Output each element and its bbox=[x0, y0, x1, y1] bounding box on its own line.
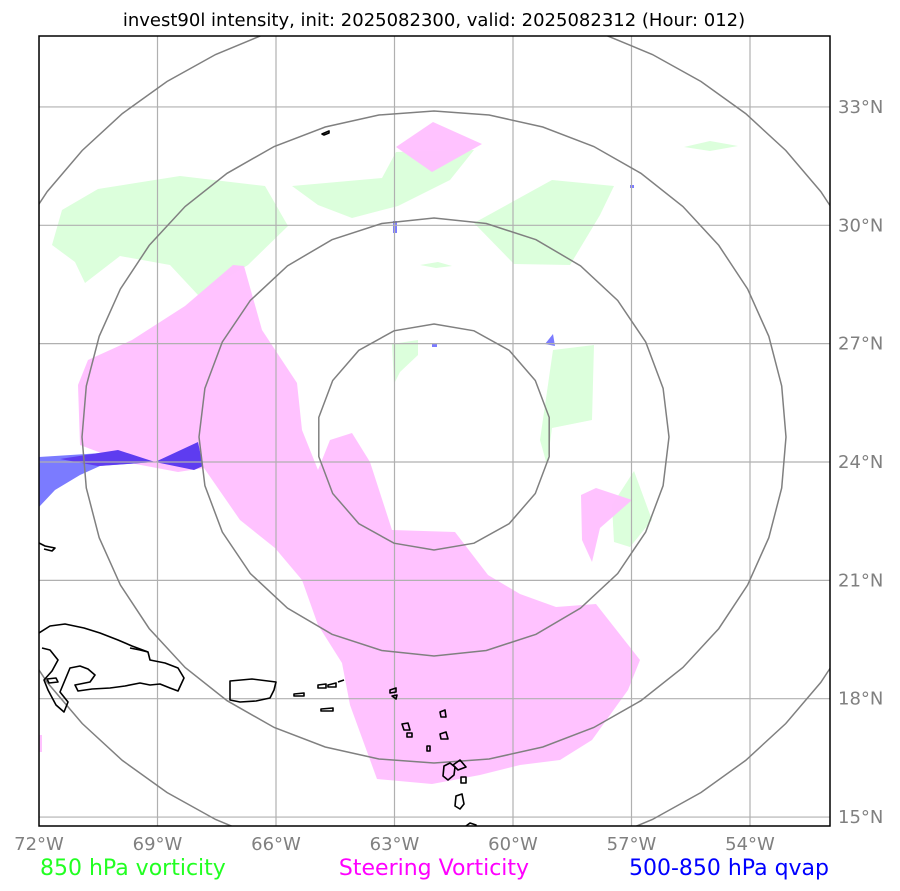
vort850-region-center-north bbox=[392, 340, 418, 384]
x-axis-ticks: 72°W 69°W 66°W 63°W 60°W 57°W 54°W bbox=[14, 834, 775, 855]
coast-hispaniola bbox=[39, 623, 185, 713]
x-tick-label: 66°W bbox=[251, 834, 301, 855]
coast-islet-pr-3 bbox=[327, 682, 337, 688]
range-ring-2 bbox=[198, 217, 670, 657]
x-tick-label: 72°W bbox=[14, 834, 64, 855]
y-tick-label: 33°N bbox=[838, 97, 883, 118]
range-ring-3 bbox=[81, 110, 787, 764]
coast-lesser-antilles-1 bbox=[389, 687, 397, 694]
x-tick-label: 63°W bbox=[370, 834, 420, 855]
coast-lesser-antilles-4 bbox=[401, 722, 411, 731]
legend-steering-vorticity: Steering Vorticity bbox=[339, 856, 529, 881]
legend-850-vorticity: 850 hPa vorticity bbox=[40, 856, 226, 881]
coast-islet-pr-5 bbox=[320, 707, 334, 712]
coast-marie-galante bbox=[460, 776, 467, 784]
x-tick-label: 69°W bbox=[133, 834, 183, 855]
x-tick-label: 54°W bbox=[725, 834, 775, 855]
coast-islet-pr-4 bbox=[337, 679, 345, 683]
y-axis-ticks: 33°N 30°N 27°N 24°N 21°N 18°N 15°N bbox=[838, 97, 883, 828]
vort850-region-east bbox=[540, 345, 594, 465]
coast-puerto-rico bbox=[229, 678, 277, 703]
range-ring-1 bbox=[318, 323, 550, 551]
coast-islet-pr-1 bbox=[293, 692, 305, 697]
vort850-region-far-northeast bbox=[684, 141, 738, 151]
vort850-region-small bbox=[420, 262, 452, 268]
coast-dominica bbox=[454, 793, 465, 810]
qvap-region-dot-2 bbox=[545, 334, 555, 346]
coast-bermuda bbox=[321, 130, 330, 136]
x-tick-label: 60°W bbox=[488, 834, 538, 855]
y-tick-label: 21°N bbox=[838, 570, 883, 591]
range-rings bbox=[39, 36, 830, 826]
y-tick-label: 18°N bbox=[838, 689, 883, 710]
coast-lesser-antilles-7 bbox=[426, 745, 431, 752]
coast-lesser-antilles-5 bbox=[406, 732, 413, 738]
steering-region-east bbox=[581, 488, 632, 562]
coast-martinique bbox=[465, 822, 477, 826]
coast-bahamas-edge bbox=[39, 542, 56, 552]
coast-hispaniola-inlet bbox=[129, 647, 149, 653]
vort850-region-northwest bbox=[52, 176, 288, 295]
coast-islet-hispaniola bbox=[46, 677, 59, 684]
coastlines bbox=[39, 130, 477, 826]
coast-lesser-antilles-3 bbox=[439, 709, 447, 718]
vort850-shading bbox=[52, 141, 738, 547]
map-frame bbox=[38, 35, 831, 827]
x-tick-label: 57°W bbox=[607, 834, 657, 855]
coast-islet-pr-2 bbox=[317, 683, 327, 689]
qvap-region-east-tip bbox=[155, 442, 203, 470]
y-tick-label: 27°N bbox=[838, 334, 883, 355]
y-tick-label: 15°N bbox=[838, 807, 883, 828]
y-tick-label: 24°N bbox=[838, 452, 883, 473]
coast-guadeloupe-2 bbox=[452, 759, 467, 771]
steering-region-north bbox=[396, 122, 482, 172]
vort850-region-northeast bbox=[474, 180, 614, 265]
coast-lesser-antilles-2 bbox=[391, 694, 398, 700]
coast-lesser-antilles-6 bbox=[439, 731, 449, 740]
figure-title: invest90l intensity, init: 2025082300, v… bbox=[123, 10, 745, 31]
legend-qvap: 500-850 hPa qvap bbox=[629, 856, 829, 881]
qvap-region-west bbox=[39, 452, 155, 507]
y-tick-label: 30°N bbox=[838, 215, 883, 236]
coast-guadeloupe bbox=[442, 762, 456, 781]
